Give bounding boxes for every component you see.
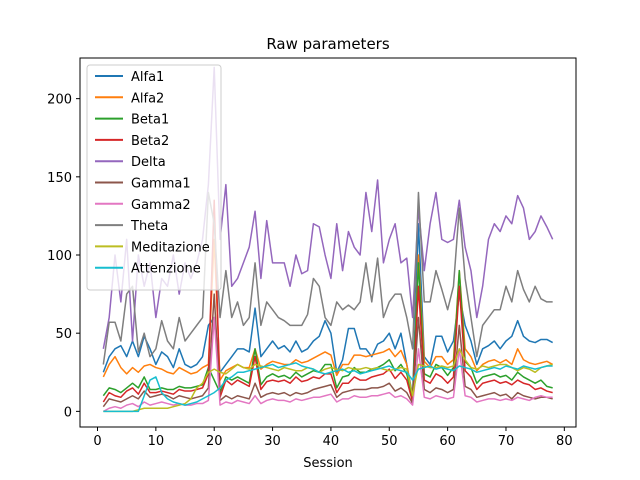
series-line-beta1 [102, 262, 553, 400]
series-line-alfa2 [102, 238, 554, 400]
x-tick-label: 0 [93, 434, 101, 449]
x-tick-label: 50 [381, 434, 398, 449]
series-line-beta2 [102, 199, 553, 403]
x-axis-label: Session [303, 456, 353, 471]
series-line-attenzione [103, 362, 553, 413]
x-tick-label: 70 [498, 434, 515, 449]
legend-label: Theta [130, 219, 168, 234]
x-tick-label: 40 [323, 434, 340, 449]
y-axis-ticks: 0 50 100 150 200 [47, 93, 80, 420]
legend-label: Gamma2 [131, 198, 191, 213]
legend-label: Alfa1 [131, 70, 164, 85]
plot-frame [79, 57, 577, 428]
x-tick-label: 80 [556, 434, 573, 449]
legend-label: Alfa2 [131, 91, 164, 106]
legend-label: Attenzione [131, 262, 201, 277]
x-tick-label: 30 [264, 434, 281, 449]
chart-title: Raw parameters [266, 35, 390, 53]
x-axis-ticks: 0 10 20 30 40 50 60 70 80 [93, 427, 573, 449]
legend-label: Beta2 [131, 134, 169, 149]
x-tick-label: 60 [439, 434, 456, 449]
series-line-meditazione [103, 348, 553, 413]
legend-label: Delta [131, 155, 166, 170]
x-tick-label: 20 [206, 434, 223, 449]
series-line-alfa1 [102, 222, 554, 397]
y-tick-label: 0 [64, 405, 72, 420]
legend-label: Gamma1 [131, 177, 191, 192]
legend-label: Meditazione [131, 240, 210, 255]
y-tick-label: 100 [47, 249, 72, 264]
y-tick-label: 150 [47, 171, 72, 186]
legend-box [86, 64, 222, 291]
series-line-gamma1 [102, 293, 553, 408]
plot-lines [102, 66, 554, 413]
y-tick-label: 50 [55, 327, 72, 342]
legend-label: Beta1 [131, 113, 169, 128]
series-line-theta [102, 191, 553, 365]
x-tick-label: 10 [148, 434, 165, 449]
y-tick-label: 200 [47, 93, 72, 108]
legend: Alfa1 Alfa2 Beta1 Beta2 Delta Gamma1 Gamma2 The… [86, 64, 222, 291]
